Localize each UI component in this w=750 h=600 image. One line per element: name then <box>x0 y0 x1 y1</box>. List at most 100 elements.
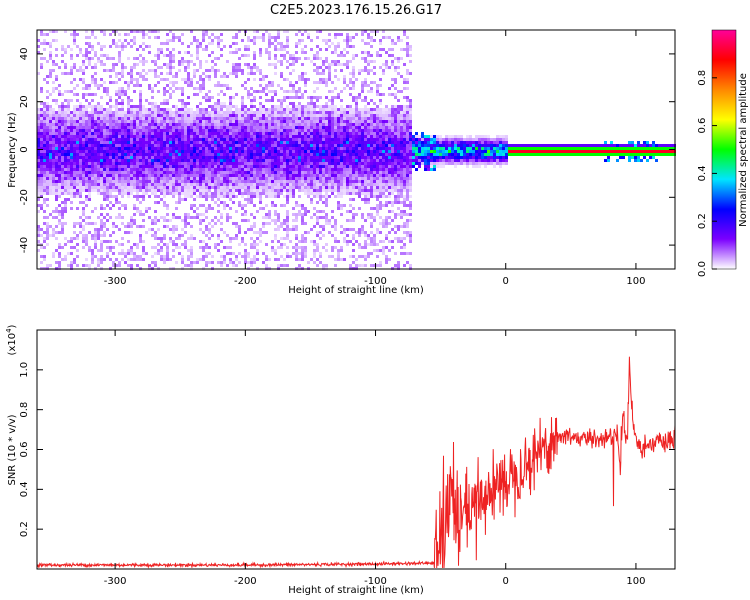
spectrogram-cell <box>283 117 286 120</box>
spectrogram-cell <box>181 108 184 111</box>
spectrogram-cell <box>235 171 238 174</box>
spectrogram-cell <box>106 165 109 168</box>
spectrogram-cell <box>211 111 214 114</box>
spectrogram-cell <box>325 201 328 204</box>
spectrogram-cell <box>187 159 190 162</box>
spectrogram-cell <box>220 144 223 147</box>
spectrogram-cell <box>190 141 193 144</box>
spectrogram-cell <box>85 84 88 87</box>
spectrogram-cell <box>325 117 328 120</box>
spectrogram-cell <box>163 243 166 246</box>
spectrogram-cell <box>145 99 148 102</box>
spectrogram-cell <box>196 105 199 108</box>
spectrogram-cell <box>130 180 133 183</box>
spectrogram-cell <box>253 192 256 195</box>
spectrogram-cell <box>160 183 163 186</box>
spectrogram-cell <box>37 183 40 186</box>
spectrogram-cell <box>259 120 262 123</box>
spectrogram-cell <box>79 225 82 228</box>
spectrogram-cell <box>139 189 142 192</box>
spectrogram-cell <box>325 216 328 219</box>
spectrogram-cell <box>55 153 58 156</box>
spectrogram-cell <box>85 135 88 138</box>
spectrogram-cell <box>166 153 169 156</box>
spectrogram-cell <box>295 171 298 174</box>
spectrogram-cell <box>115 117 118 120</box>
spectrogram-cell <box>295 153 298 156</box>
spectrogram-cell <box>46 33 49 36</box>
spectrogram-cell <box>76 153 79 156</box>
spectrogram-cell <box>154 153 157 156</box>
spectrogram-cell <box>253 195 256 198</box>
spectrogram-cell <box>52 192 55 195</box>
spectrogram-cell <box>124 144 127 147</box>
spectrogram-cell <box>181 219 184 222</box>
spectrogram-cell <box>205 147 208 150</box>
spectrogram-cell <box>295 123 298 126</box>
spectrogram-cell <box>337 60 340 63</box>
spectrogram-cell <box>307 57 310 60</box>
spectrogram-cell <box>49 144 52 147</box>
spectrogram-cell <box>238 204 241 207</box>
spectrogram-cell <box>217 243 220 246</box>
spectrogram-cell <box>244 150 247 153</box>
spectrogram-cell <box>325 192 328 195</box>
spectrogram-cell <box>97 117 100 120</box>
spectrogram-cell <box>241 186 244 189</box>
spectrogram-cell <box>334 240 337 243</box>
spectrogram-cell <box>343 156 346 159</box>
spectrogram-cell <box>220 189 223 192</box>
spectrogram-cell <box>325 165 328 168</box>
spectrogram-cell <box>349 81 352 84</box>
spectrogram-cell <box>214 72 217 75</box>
spectrogram-cell <box>157 153 160 156</box>
spectrogram-cell <box>118 90 121 93</box>
spectrogram-cell <box>175 162 178 165</box>
spectrogram-cell <box>268 138 271 141</box>
spectrogram-cell <box>145 159 148 162</box>
spectrogram-cell <box>313 261 316 264</box>
spectrogram-cell <box>154 30 157 33</box>
spectrogram-cell <box>232 189 235 192</box>
spectrogram-cell <box>337 171 340 174</box>
spectrogram-cell <box>328 180 331 183</box>
spectrogram-cell <box>184 213 187 216</box>
spectrogram-cell <box>118 192 121 195</box>
spectrogram-cell <box>322 63 325 66</box>
spectrogram-cell <box>286 66 289 69</box>
spectrogram-cell <box>43 141 46 144</box>
spectrogram-cell <box>100 213 103 216</box>
spectrogram-cell <box>115 135 118 138</box>
spectrogram-cell <box>58 177 61 180</box>
spectrogram-cell <box>199 165 202 168</box>
spectrogram-cell <box>235 48 238 51</box>
spectrogram-cell <box>220 90 223 93</box>
spectrogram-cell <box>127 57 130 60</box>
spectrogram-cell <box>121 222 124 225</box>
spectrogram-cell <box>100 147 103 150</box>
spectrogram-cell <box>247 156 250 159</box>
spectrogram-cell <box>109 75 112 78</box>
spectrogram-cell <box>145 141 148 144</box>
spectrogram-cell <box>271 129 274 132</box>
spectrogram-cell <box>127 33 130 36</box>
spectrogram-cell <box>205 246 208 249</box>
spectrogram-cell <box>145 114 148 117</box>
spectrogram-cell <box>289 138 292 141</box>
spectrogram-cell <box>349 129 352 132</box>
spectrogram-cell <box>211 183 214 186</box>
spectrogram-cell <box>346 156 349 159</box>
spectrogram-cell <box>292 126 295 129</box>
spectrogram-cell <box>46 126 49 129</box>
spectrogram-cell <box>259 186 262 189</box>
spectrogram-cell <box>199 258 202 261</box>
spectrogram-cell <box>37 138 40 141</box>
spectrogram-cell <box>322 126 325 129</box>
spectrogram-cell <box>181 120 184 123</box>
spectrogram-cell <box>223 123 226 126</box>
spectrogram-cell <box>319 105 322 108</box>
spectrogram-cell <box>280 189 283 192</box>
spectrogram-cell <box>142 174 145 177</box>
spectrogram-cell <box>160 135 163 138</box>
spectrogram-cell <box>163 183 166 186</box>
